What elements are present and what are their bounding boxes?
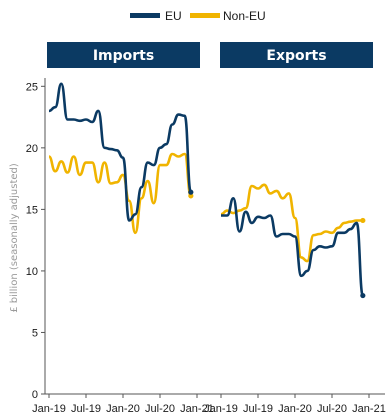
y-tick-label: 20 [26,143,38,155]
x-tick-label: Jan-20 [278,403,312,415]
x-tick-label: Jan-21 [180,403,214,415]
imports-eu-endpoint [188,189,194,195]
legend-swatch-eu [130,13,160,18]
imports-header [47,42,200,68]
x-tick-label: Jul-19 [243,403,273,415]
legend-swatch-non-eu [190,13,220,18]
x-tick-label: Jan-20 [106,403,140,415]
exports-non-eu-line [220,183,363,263]
y-ticks: 0 5 10 15 20 25 [26,81,45,401]
exports-header [220,42,373,68]
exports-title: Exports [266,48,326,64]
x-tick-label: Jul-20 [317,403,347,415]
x-tick-label: Jan-21 [352,403,386,415]
x-tick-label: Jan-19 [32,403,66,415]
y-tick-label: 10 [26,266,38,278]
x-tick-label: Jul-19 [71,403,101,415]
y-tick-label: 5 [32,327,38,339]
y-tick-label: 15 [26,204,38,216]
imports-eu-line [48,82,193,222]
imports-non-eu-endpoint [188,193,194,199]
y-axis-label: £ billion (seasonally adjusted) [9,163,20,313]
imports-title: Imports [93,48,154,64]
x-tick-label: Jul-20 [145,403,175,415]
series-lines [48,82,366,299]
y-tick-label: 0 [32,389,38,401]
exports-eu-line [221,197,365,297]
exports-non-eu-endpoint [360,217,366,224]
exports-eu-endpoint [360,292,366,299]
imports-non-eu-line [48,152,193,235]
legend: EU Non-EU [130,9,266,23]
y-tick-label: 25 [26,81,38,93]
legend-label-eu: EU [165,9,182,23]
legend-label-non-eu: Non-EU [223,9,266,23]
x-tick-label: Jan-19 [204,403,238,415]
